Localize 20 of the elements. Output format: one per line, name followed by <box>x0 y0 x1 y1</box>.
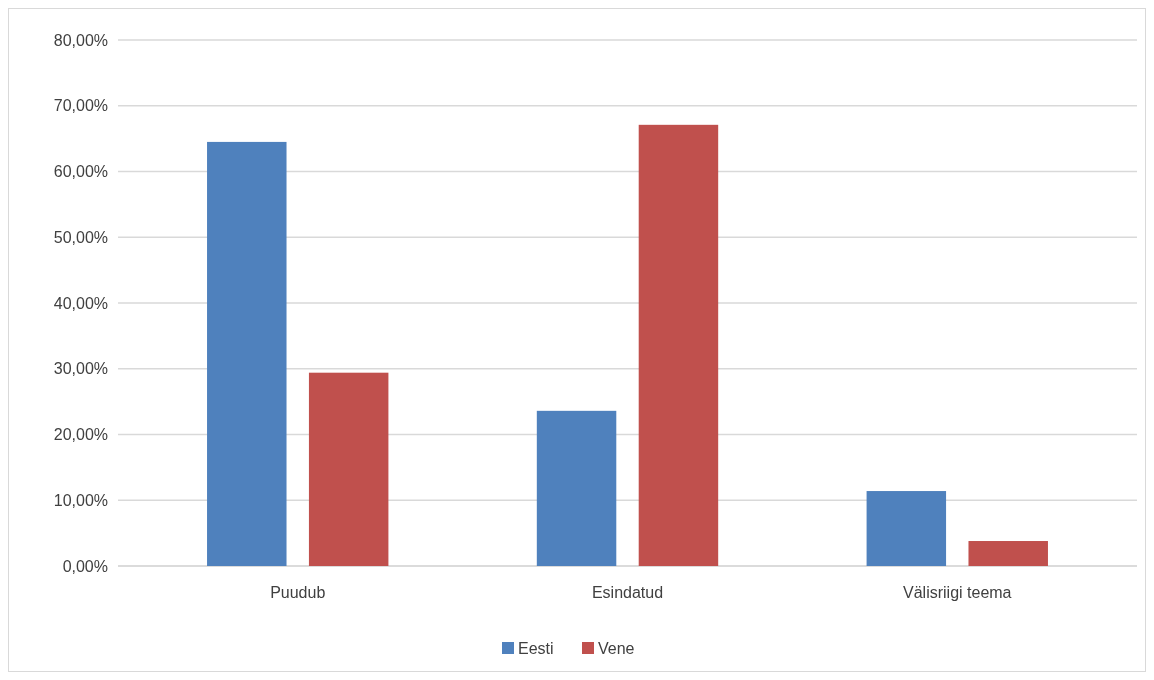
bar <box>968 541 1048 566</box>
x-tick-label: Puudub <box>270 584 326 601</box>
x-tick-label: Välisriigi teema <box>903 584 1012 601</box>
y-tick-label: 50,00% <box>53 228 108 246</box>
legend-label: Vene <box>598 639 635 657</box>
y-tick-label: 20,00% <box>53 426 108 444</box>
bar <box>308 372 389 566</box>
bar <box>866 491 947 566</box>
y-tick-label: 10,00% <box>53 491 108 509</box>
y-tick-label: 0,00% <box>62 557 108 575</box>
bar <box>638 124 719 566</box>
x-tick-label: Esindatud <box>591 584 664 601</box>
y-tick-label: 80,00% <box>53 31 108 49</box>
bar <box>536 410 617 566</box>
y-tick-label: 70,00% <box>53 97 108 115</box>
y-tick-label: 60,00% <box>53 163 108 181</box>
bar <box>207 141 287 566</box>
legend-label: Eesti <box>518 639 554 657</box>
y-tick-label: 30,00% <box>53 360 108 378</box>
y-tick-label: 40,00% <box>53 294 108 312</box>
